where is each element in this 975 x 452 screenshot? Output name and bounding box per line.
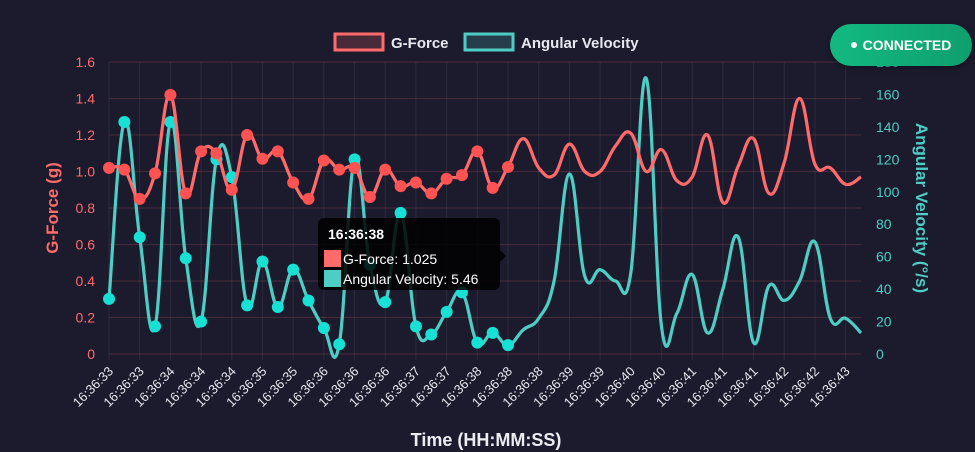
y-axis-left-title: G-Force (g) — [43, 162, 62, 254]
data-point-g-force[interactable] — [179, 187, 192, 200]
status-label: CONNECTED — [862, 37, 952, 53]
data-point-angular-velocity[interactable] — [394, 206, 407, 219]
data-point-angular-velocity[interactable] — [195, 315, 208, 328]
legend: G-Force Angular Velocity — [333, 32, 639, 52]
legend-label-gforce[interactable]: G-Force — [391, 35, 449, 52]
series — [103, 76, 863, 359]
data-point-angular-velocity[interactable] — [287, 263, 300, 276]
data-point-g-force[interactable] — [195, 145, 208, 158]
data-point-g-force[interactable] — [149, 167, 162, 180]
data-point-angular-velocity[interactable] — [317, 322, 330, 335]
data-point-g-force[interactable] — [333, 163, 346, 176]
y-left-tick-label: 1.0 — [76, 164, 96, 180]
data-point-angular-velocity[interactable] — [486, 326, 499, 339]
data-point-g-force[interactable] — [118, 163, 131, 176]
data-point-g-force[interactable] — [348, 161, 361, 174]
x-axis: 16:36:3316:36:3316:36:3416:36:3416:36:34… — [70, 364, 853, 410]
data-point-g-force[interactable] — [317, 154, 330, 167]
y-right-tick-label: 60 — [876, 249, 892, 265]
data-point-g-force[interactable] — [363, 191, 376, 204]
data-point-g-force[interactable] — [302, 192, 315, 205]
y-left-tick-label: 0 — [87, 346, 95, 362]
series-line-g-force — [108, 93, 862, 205]
y-right-tick-label: 20 — [876, 314, 892, 330]
tooltip-swatch-angular — [324, 270, 341, 287]
y-left-tick-label: 0.4 — [76, 273, 96, 289]
y-left-tick-label: 0.2 — [76, 310, 96, 326]
data-point-angular-velocity[interactable] — [133, 231, 146, 244]
tooltip-angular-value: Angular Velocity: 5.46 — [343, 270, 479, 287]
data-point-angular-velocity[interactable] — [241, 299, 254, 312]
data-point-g-force[interactable] — [271, 145, 284, 158]
data-point-g-force[interactable] — [103, 161, 115, 174]
data-point-angular-velocity[interactable] — [502, 339, 515, 352]
y-left-tick-label: 1.6 — [76, 54, 96, 70]
legend-label-angular[interactable]: Angular Velocity — [521, 35, 639, 52]
x-axis-title: Time (HH:MM:SS) — [411, 430, 562, 450]
tooltip-gforce-value: G-Force: 1.025 — [343, 250, 438, 267]
tooltip-caret — [500, 250, 506, 262]
data-point-g-force[interactable] — [379, 163, 392, 176]
y-axis-right-title: Angular Velocity (°/s) — [912, 123, 931, 293]
status-dot-icon — [850, 42, 857, 48]
tooltip-row-gforce: G-Force: 1.025 — [324, 250, 437, 267]
data-point-g-force[interactable] — [486, 181, 499, 194]
data-point-angular-velocity[interactable] — [440, 305, 453, 318]
data-point-g-force[interactable] — [133, 192, 146, 205]
y-axis-left: 0 0.2 0.4 0.6 0.8 1.0 1.2 1.4 1.6 — [76, 54, 96, 362]
data-point-g-force[interactable] — [210, 147, 223, 160]
data-point-g-force[interactable] — [256, 152, 269, 165]
data-point-g-force[interactable] — [455, 169, 468, 182]
data-point-angular-velocity[interactable] — [379, 296, 392, 309]
y-right-tick-label: 140 — [876, 119, 900, 135]
data-point-g-force[interactable] — [440, 172, 453, 185]
y-right-tick-label: 120 — [876, 151, 900, 167]
tooltip: 16:36:38 G-Force: 1.025 Angular Velocity… — [318, 218, 506, 290]
data-point-g-force[interactable] — [241, 129, 254, 141]
data-point-angular-velocity[interactable] — [425, 328, 438, 341]
y-right-tick-label: 100 — [876, 184, 900, 200]
data-point-g-force[interactable] — [471, 145, 484, 158]
tooltip-title: 16:36:38 — [328, 226, 385, 242]
legend-swatch-gforce[interactable] — [333, 32, 385, 52]
data-point-g-force[interactable] — [409, 176, 422, 189]
tooltip-row-angular: Angular Velocity: 5.46 — [324, 270, 478, 287]
tooltip-swatch-gforce — [324, 250, 341, 267]
data-point-angular-velocity[interactable] — [118, 116, 131, 129]
data-point-g-force[interactable] — [394, 180, 407, 193]
y-left-tick-label: 0.6 — [76, 237, 96, 253]
data-point-angular-velocity[interactable] — [103, 292, 115, 305]
data-point-angular-velocity[interactable] — [164, 116, 177, 129]
y-right-tick-label: 40 — [876, 281, 892, 297]
data-point-angular-velocity[interactable] — [471, 336, 484, 349]
data-point-angular-velocity[interactable] — [348, 153, 361, 166]
y-axis-right: 020406080100120140160180 — [876, 54, 900, 362]
y-right-tick-label: 80 — [876, 216, 892, 232]
data-point-g-force[interactable] — [287, 176, 300, 189]
y-right-tick-label: 0 — [876, 346, 884, 362]
connection-status-badge: CONNECTED — [830, 24, 972, 66]
data-point-g-force[interactable] — [164, 88, 177, 101]
data-point-angular-velocity[interactable] — [409, 320, 422, 333]
data-point-g-force[interactable] — [225, 183, 238, 196]
y-left-tick-label: 1.4 — [76, 91, 96, 107]
data-point-angular-velocity[interactable] — [256, 255, 269, 268]
data-point-angular-velocity[interactable] — [302, 294, 315, 307]
legend-swatch-angular[interactable] — [463, 32, 515, 52]
y-right-tick-label: 160 — [876, 86, 900, 102]
data-point-angular-velocity[interactable] — [271, 300, 284, 313]
y-left-tick-label: 1.2 — [76, 127, 96, 143]
y-left-tick-label: 0.8 — [76, 200, 96, 216]
data-point-g-force[interactable] — [502, 160, 515, 173]
data-point-angular-velocity[interactable] — [333, 338, 346, 351]
data-point-angular-velocity[interactable] — [149, 320, 162, 333]
data-point-g-force[interactable] — [425, 187, 438, 200]
data-point-angular-velocity[interactable] — [179, 252, 192, 265]
